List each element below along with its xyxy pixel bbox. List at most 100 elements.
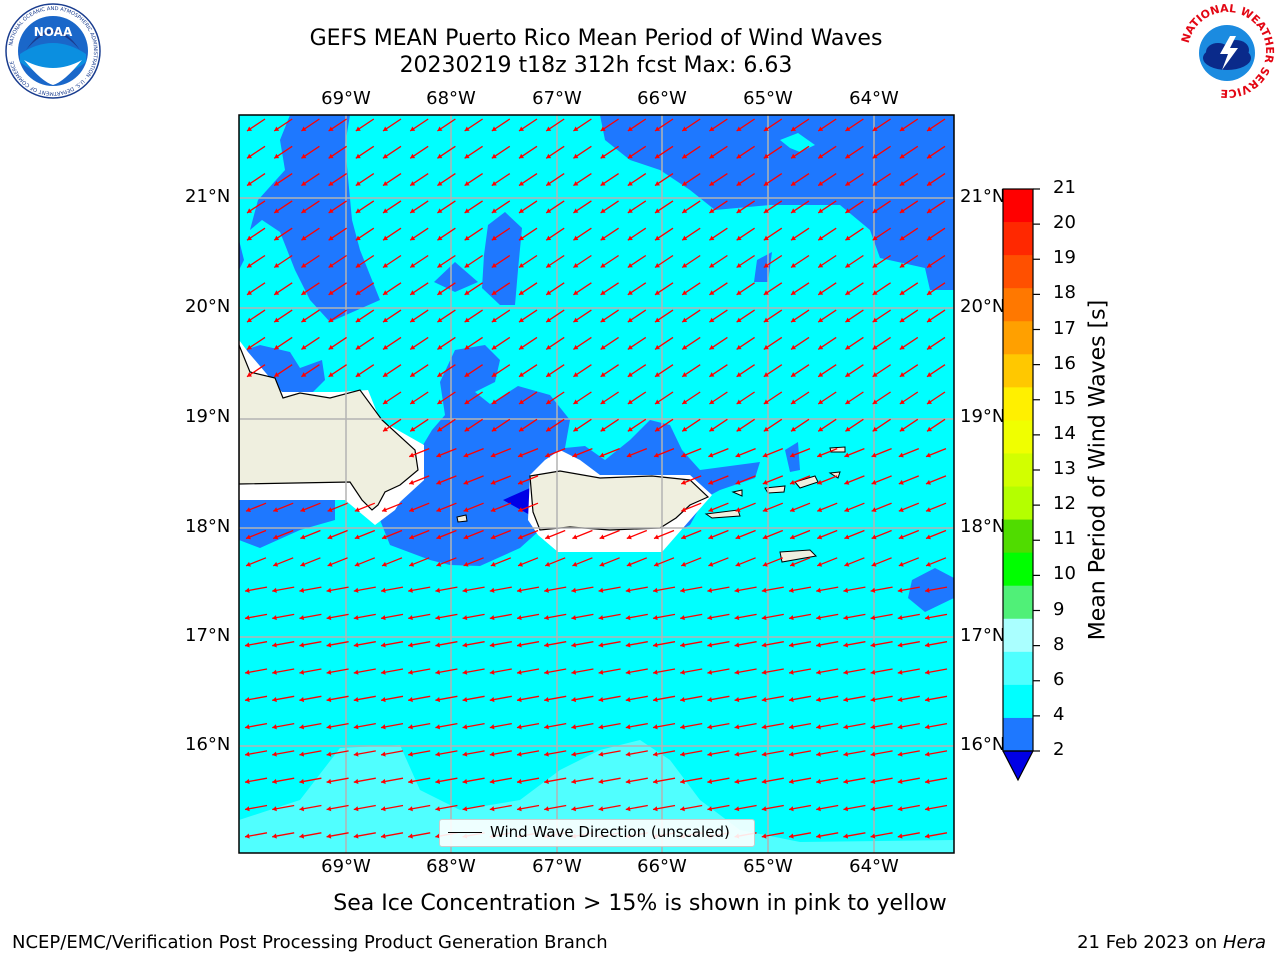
colorbar-block bbox=[1003, 321, 1033, 355]
wind-wave-arrowhead bbox=[655, 317, 660, 323]
wind-wave-arrowhead bbox=[272, 615, 277, 621]
wind-wave-arrowhead bbox=[545, 561, 551, 567]
wind-wave-arrowhead bbox=[272, 751, 277, 757]
wind-wave-arrowhead bbox=[843, 642, 849, 648]
wind-wave-arrowhead bbox=[761, 778, 767, 784]
wind-wave-arrowhead bbox=[927, 208, 932, 213]
wind-wave-arrowhead bbox=[735, 534, 741, 540]
wind-wave-arrowhead bbox=[355, 372, 361, 377]
wind-wave-arrowhead bbox=[709, 126, 715, 131]
wind-wave-arrowhead bbox=[462, 806, 468, 812]
wind-wave-arrowhead bbox=[300, 534, 306, 540]
wind-wave-arrowhead bbox=[436, 534, 442, 540]
wind-wave-arrowhead bbox=[408, 806, 413, 812]
wind-wave-arrowhead bbox=[709, 344, 715, 350]
wind-wave-arrowhead bbox=[301, 181, 307, 186]
wind-wave-arrowhead bbox=[436, 507, 442, 513]
wind-wave-arrowhead bbox=[546, 290, 552, 295]
wind-wave-arrowhead bbox=[328, 153, 334, 159]
wind-wave-arrowhead bbox=[927, 126, 932, 131]
wind-wave-arrowhead bbox=[490, 452, 496, 458]
wind-wave-arrowhead bbox=[707, 724, 713, 730]
wind-wave-arrowhead bbox=[437, 399, 443, 404]
wind-wave-arrowhead bbox=[682, 126, 688, 131]
wind-wave-arrowhead bbox=[435, 615, 441, 621]
footer-organization: NCEP/EMC/Verification Post Processing Pr… bbox=[12, 932, 608, 953]
wind-wave-arrowhead bbox=[707, 615, 713, 621]
wind-wave-arrowhead bbox=[625, 724, 631, 730]
wind-wave-arrowhead bbox=[409, 507, 415, 513]
wind-wave-arrowhead bbox=[734, 806, 740, 812]
wind-wave-arrowhead bbox=[544, 642, 549, 648]
wind-wave-arrowhead bbox=[519, 181, 524, 186]
colorbar-tick-label: 16 bbox=[1053, 352, 1076, 374]
island-virgin-islands bbox=[764, 485, 786, 494]
wind-wave-arrowhead bbox=[897, 669, 903, 675]
wind-wave-arrowhead bbox=[872, 262, 878, 268]
wind-wave-arrowhead bbox=[627, 208, 633, 213]
wind-wave-arrowhead bbox=[274, 372, 280, 377]
wind-wave-arrowhead bbox=[491, 181, 497, 186]
wind-wave-arrowhead bbox=[735, 452, 741, 458]
wind-wave-arrowhead bbox=[790, 479, 795, 485]
wind-wave-arrowhead bbox=[353, 669, 359, 675]
wind-wave-arrowhead bbox=[871, 561, 877, 567]
wind-wave-arrowhead bbox=[680, 615, 685, 621]
wind-wave-arrowhead bbox=[355, 208, 361, 213]
wind-wave-arrowhead bbox=[734, 587, 740, 593]
wind-wave-arrowhead bbox=[899, 344, 905, 350]
wind-wave-arrowhead bbox=[763, 235, 769, 241]
wind-wave-arrowhead bbox=[898, 479, 904, 485]
wind-wave-arrowhead bbox=[872, 426, 878, 432]
wind-wave-arrowhead bbox=[462, 696, 468, 703]
wind-wave-arrowhead bbox=[408, 587, 413, 593]
wind-wave-arrowhead bbox=[489, 751, 495, 757]
wind-wave-arrowhead bbox=[272, 724, 277, 730]
wind-wave-arrowhead bbox=[246, 507, 251, 513]
wind-wave-arrowhead bbox=[301, 235, 307, 241]
wind-wave-arrowhead bbox=[598, 587, 604, 593]
island-small bbox=[828, 471, 841, 479]
wind-wave-arrowhead bbox=[680, 587, 685, 593]
wind-wave-arrowhead bbox=[274, 235, 280, 241]
wind-wave-arrowhead bbox=[274, 208, 280, 213]
wind-wave-arrowhead bbox=[410, 181, 416, 186]
ocean-2-4s-patch bbox=[239, 240, 244, 270]
wind-wave-arrowhead bbox=[247, 262, 252, 268]
wind-wave-arrowhead bbox=[816, 615, 821, 621]
wind-wave-arrowhead bbox=[546, 372, 552, 377]
wind-wave-arrowhead bbox=[437, 126, 443, 131]
wind-wave-arrowhead bbox=[843, 778, 849, 784]
wind-wave-arrowhead bbox=[791, 399, 796, 404]
wind-wave-arrowhead bbox=[408, 724, 413, 730]
wind-wave-arrowhead bbox=[791, 426, 796, 432]
wind-wave-arrowhead bbox=[599, 561, 605, 567]
wind-wave-arrowhead bbox=[410, 372, 416, 377]
wind-wave-arrowhead bbox=[899, 290, 905, 295]
wind-wave-arrowhead bbox=[818, 317, 824, 323]
wind-wave-arrowhead bbox=[491, 235, 497, 241]
wind-wave-arrowhead bbox=[546, 344, 552, 350]
wind-wave-arrowhead bbox=[410, 262, 416, 268]
wind-wave-arrowhead bbox=[464, 372, 470, 377]
wind-wave-arrowhead bbox=[627, 235, 633, 241]
wind-wave-arrowhead bbox=[625, 642, 631, 648]
wind-wave-arrowhead bbox=[707, 696, 713, 703]
colorbar-block bbox=[1003, 453, 1033, 488]
wind-wave-arrowhead bbox=[653, 778, 658, 784]
wind-wave-arrowhead bbox=[464, 208, 470, 213]
wind-wave-arrowhead bbox=[573, 317, 579, 323]
wind-wave-arrowhead bbox=[816, 833, 821, 839]
colorbar-title: Mean Period of Wind Waves [s] bbox=[1085, 299, 1111, 641]
wind-wave-arrowhead bbox=[353, 587, 359, 593]
wind-wave-arrowhead bbox=[709, 181, 715, 186]
wind-wave-arrowhead bbox=[791, 290, 796, 295]
wind-wave-arrowhead bbox=[354, 561, 360, 567]
wind-wave-arrowhead bbox=[464, 235, 470, 241]
wind-wave-arrowhead bbox=[489, 806, 495, 812]
wind-wave-arrowhead bbox=[761, 724, 767, 730]
wind-wave-arrowhead bbox=[544, 615, 549, 621]
wind-wave-arrowhead bbox=[546, 208, 552, 213]
wind-wave-arrowhead bbox=[489, 642, 495, 648]
wind-wave-arrowhead bbox=[789, 669, 794, 675]
